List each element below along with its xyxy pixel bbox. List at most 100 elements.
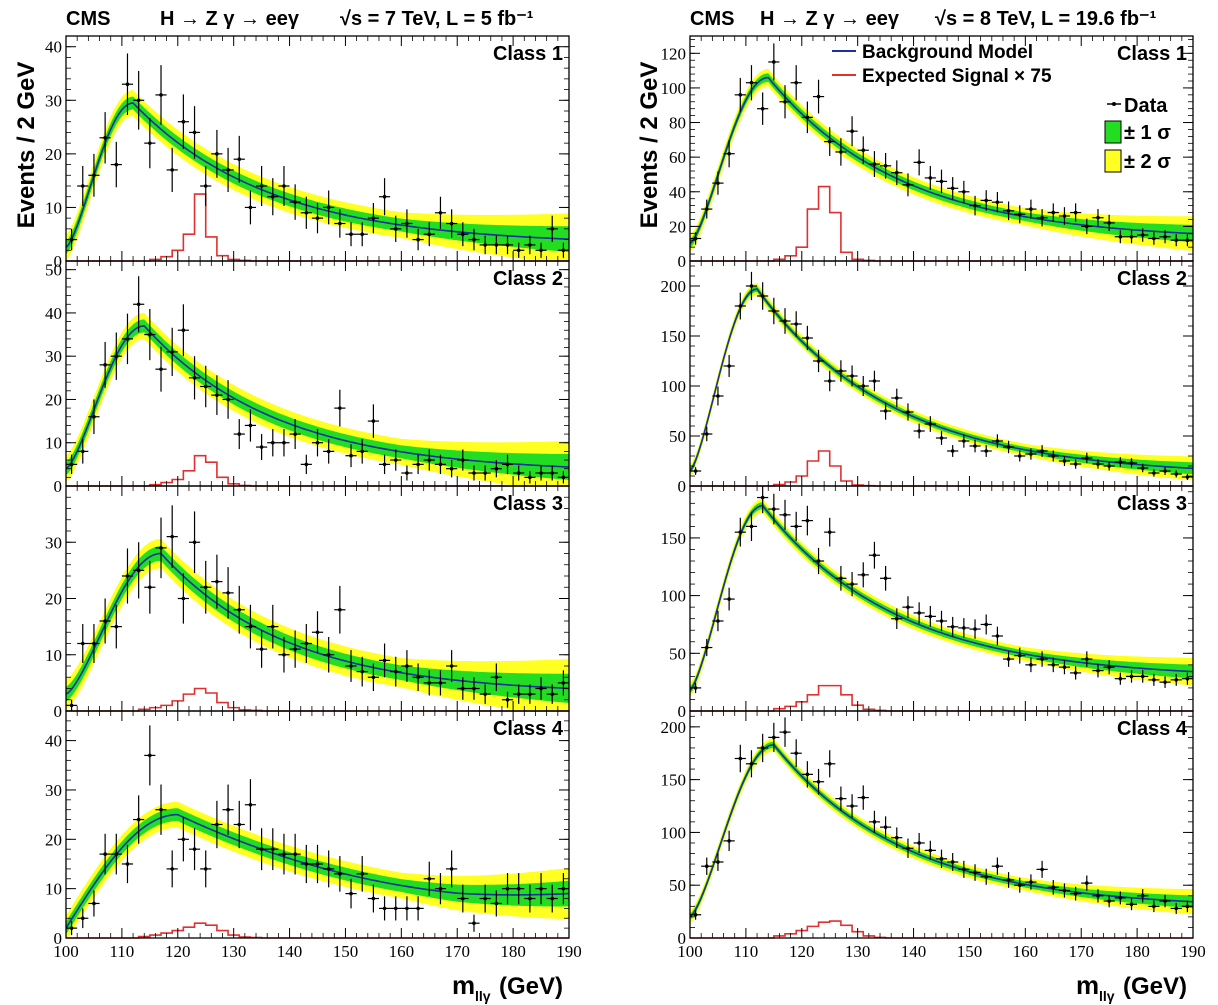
data-point (701, 638, 713, 657)
data-point (222, 380, 234, 419)
data-point (479, 235, 491, 255)
right-xlabel-sub: llγ (1099, 988, 1115, 1004)
data-point (289, 833, 301, 875)
data-point (734, 292, 746, 320)
data-point (958, 860, 970, 878)
y-tick-label: 80 (669, 114, 686, 133)
data-point (868, 541, 881, 569)
y-tick-label: 0 (54, 477, 63, 496)
data-point (188, 828, 201, 871)
left-title-energy: √s = 7 TeV, L = 5 fb⁻¹ (340, 8, 534, 30)
y-tick-label: 40 (45, 304, 62, 323)
data-point (913, 832, 925, 853)
data-point (311, 429, 324, 457)
data-point (524, 235, 536, 255)
data-point (824, 370, 836, 392)
data-point (457, 222, 469, 247)
data-point (345, 650, 357, 682)
data-point (880, 816, 892, 838)
data-point (1148, 232, 1160, 245)
data-point (1014, 205, 1026, 224)
data-point (1058, 883, 1071, 898)
left-title-exp: CMS (66, 8, 110, 30)
8tev-class3-panel: 0 50 100 150 Class 3 (661, 485, 1194, 721)
y-tick-label: 150 (661, 771, 687, 790)
data-point (490, 235, 502, 255)
data-point (1081, 452, 1093, 464)
data-point (513, 242, 525, 258)
y-tick-label: 50 (669, 876, 686, 895)
y-tick-label: 30 (45, 533, 62, 552)
panels: 0 10 20 30 40 Class 1 0 10 20 30 40 50 Class 2 0 10 20 3… (45, 35, 1206, 961)
data-point (1181, 672, 1193, 685)
data-point (244, 409, 257, 442)
data-point (1047, 450, 1059, 462)
data-point (980, 614, 992, 635)
data-point (222, 147, 234, 193)
7tev-class4-panel: 0 10 20 30 40 100 110 120 130 140 150 160 170 180 190 C… (45, 710, 582, 961)
data-point (121, 844, 134, 884)
x-tick-label: 110 (109, 942, 134, 961)
data-point (1103, 214, 1115, 232)
data-point (289, 630, 301, 668)
y-tick-label: 0 (678, 252, 687, 271)
data-point (1114, 457, 1126, 467)
data-point (991, 857, 1003, 875)
data-point (947, 445, 959, 457)
7tev-class2-band-2sigma (66, 312, 569, 486)
data-point (1058, 207, 1071, 225)
data-point (166, 327, 178, 376)
data-point (790, 739, 802, 768)
data-point (1092, 209, 1104, 227)
data-point (1070, 203, 1082, 222)
7tev-class2-panel: 0 10 20 30 40 50 Class 2 (45, 260, 570, 496)
data-point (356, 856, 368, 892)
data-point (278, 165, 290, 207)
data-point (1081, 875, 1093, 891)
data-point (1170, 470, 1182, 478)
data-point (323, 636, 335, 673)
data-point (1170, 902, 1182, 915)
data-point (121, 53, 134, 115)
data-point (513, 873, 525, 905)
data-point (233, 585, 245, 634)
x-tick-label: 170 (444, 942, 470, 961)
data-point (779, 85, 791, 119)
legend-data-marker (1107, 102, 1121, 106)
data-point (188, 106, 201, 159)
data-point (1070, 886, 1082, 901)
data-point (1058, 456, 1071, 466)
8tev-class2-panel: 0 50 100 150 200 Class 2 (661, 260, 1194, 496)
data-point (99, 112, 111, 164)
data-point (200, 165, 212, 207)
data-point (110, 833, 122, 875)
7tev-class1-panel: 0 10 20 30 40 Class 1 (45, 35, 570, 271)
data-point (745, 271, 758, 301)
data-point (423, 861, 435, 896)
data-point (334, 585, 346, 634)
data-point (824, 517, 836, 547)
x-tick-label: 100 (53, 942, 79, 961)
data-point (1125, 898, 1138, 911)
data-point (924, 840, 936, 860)
y-tick-label: 10 (45, 434, 62, 453)
data-point (155, 65, 167, 125)
data-point (446, 650, 458, 682)
data-point (311, 611, 324, 654)
data-point (768, 43, 780, 81)
data-point (66, 699, 78, 711)
data-point (367, 663, 379, 692)
8tev-class4-band-1sigma (690, 741, 1193, 921)
data-point (1002, 201, 1015, 221)
data-point (891, 608, 903, 630)
data-point (166, 850, 178, 888)
data-point (969, 439, 981, 453)
data-point (1070, 666, 1082, 680)
data-point (1159, 676, 1171, 688)
left-ylabel: Events / 2 GeV (13, 62, 40, 229)
8tev-class3-frame (689, 485, 1194, 712)
data-point (913, 149, 925, 176)
data-point (177, 94, 189, 150)
legend-background-label: Background Model (862, 42, 1033, 63)
data-point (88, 890, 100, 917)
